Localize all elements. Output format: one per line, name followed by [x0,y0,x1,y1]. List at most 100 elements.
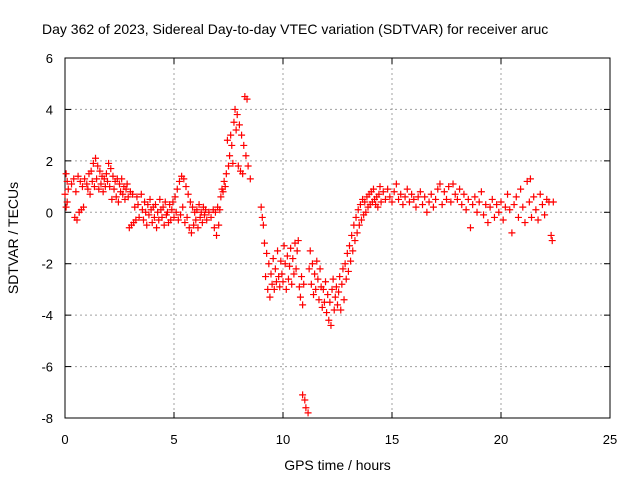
data-point [353,229,361,237]
data-point [227,131,235,139]
y-tick-label: -6 [41,360,53,375]
data-point [177,211,185,219]
data-point [488,195,496,203]
data-point [92,154,100,162]
data-point [388,198,396,206]
data-point [229,159,237,167]
data-point [230,118,238,126]
data-point [243,95,251,103]
data-point [263,249,271,257]
data-point [313,257,321,265]
y-tick-label: 0 [46,205,53,220]
data-point [499,216,507,224]
plot-frame [64,57,611,419]
data-point [477,188,485,196]
data-point [362,208,370,216]
data-point [240,141,248,149]
data-point [549,198,557,206]
data-point [203,216,211,224]
data-point [284,275,292,283]
data-point [278,270,286,278]
data-point [62,170,70,178]
data-point [172,208,180,216]
data-point [401,193,409,201]
data-point [471,193,479,201]
data-point [325,316,333,324]
data-point [198,219,206,227]
data-point [327,321,335,329]
data-point [414,193,422,201]
data-point [528,213,536,221]
y-tick-label: -2 [41,257,53,272]
data-point [129,190,137,198]
data-point [190,221,198,229]
data-point [244,162,252,170]
data-point [434,185,442,193]
data-point [211,208,219,216]
data-point [156,195,164,203]
data-point [337,306,345,314]
data-point [484,219,492,227]
data-point [300,280,308,288]
data-point [392,180,400,188]
y-tick-label: -8 [41,411,53,426]
data-point [217,193,225,201]
y-tick-label: 2 [46,154,53,169]
data-point [161,198,169,206]
data-points [61,93,557,417]
data-point [416,188,424,196]
data-point [490,213,498,221]
chart-title: Day 362 of 2023, Sidereal Day-to-day VTE… [42,21,548,37]
data-point [74,172,82,180]
data-point [205,208,213,216]
data-point [343,249,351,257]
data-point [495,208,503,216]
data-point [355,221,363,229]
data-point [106,183,114,191]
grid [65,58,610,418]
data-point [238,131,246,139]
x-tick-label: 5 [170,432,177,447]
data-point [150,213,158,221]
data-point [239,170,247,178]
data-point [399,201,407,209]
data-point [170,213,178,221]
data-point [64,185,72,193]
data-point [213,231,221,239]
data-point [397,190,405,198]
data-point [469,201,477,209]
y-tick-label: 4 [46,102,53,117]
data-point [72,188,80,196]
data-point [425,198,433,206]
data-point [107,165,115,173]
data-point [508,229,516,237]
data-point [87,167,95,175]
y-axis-label: SDTVAR / TECUs [5,182,21,294]
data-point [119,190,127,198]
data-point [173,185,181,193]
data-point [458,201,466,209]
data-point [274,247,282,255]
data-point [445,183,453,191]
data-point [312,285,320,293]
data-point [90,183,98,191]
data-point [305,265,313,273]
data-point [310,291,318,299]
data-point [301,396,309,404]
data-point [427,190,435,198]
data-point [267,270,275,278]
data-point [460,190,468,198]
data-point [89,159,97,167]
data-point [235,121,243,129]
data-point [104,177,112,185]
data-point [525,198,533,206]
data-point [294,237,302,245]
data-point [548,237,556,245]
data-point [324,291,332,299]
data-point [231,105,239,113]
data-point [375,190,383,198]
data-point [493,201,501,209]
data-point [169,198,177,206]
data-point [270,285,278,293]
data-point [118,175,126,183]
